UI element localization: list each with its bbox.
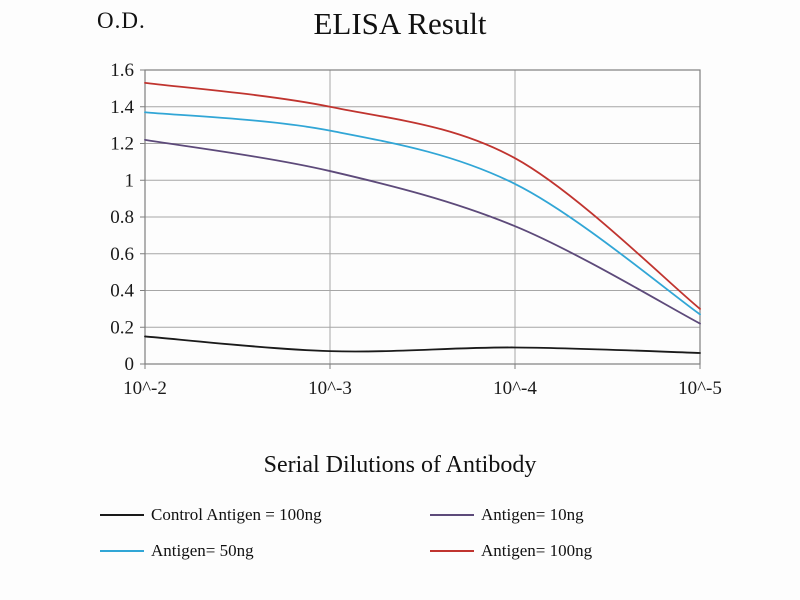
legend-label: Antigen= 100ng [481,541,593,560]
plot-border [144,69,701,365]
legend-item-antigen-10ng: Antigen= 10ng [430,505,700,525]
series-line [144,138,701,325]
legend-swatch-antigen-50ng [100,550,144,552]
legend: Control Antigen = 100ng Antigen= 10ng An… [0,505,800,561]
legend-label: Antigen= 50ng [151,541,254,560]
series-line [144,81,701,310]
legend-swatch-antigen-100ng [430,550,474,552]
series-line [144,111,701,316]
y-tick-label: 1.4 [110,97,134,118]
y-tick-label: 0.8 [110,207,134,228]
chart-header: O.D. ELISA Result [0,0,800,56]
x-tick-label: 10^-4 [493,378,537,399]
y-tick-label: 0.6 [110,244,134,265]
x-axis-title: Serial Dilutions of Antibody [263,452,537,478]
y-tick-label: 0.4 [110,281,134,302]
plot-area: 0 0.2 0.4 0.6 0.8 1 1.2 1.4 1.6 10^-2 10^-3 10^-4 10… [110,60,722,399]
x-tick-label: 10^-5 [678,378,722,399]
legend-label: Control Antigen = 100ng [151,505,322,524]
y-tick-label: 1.6 [110,60,134,81]
y-tick-label: 0.2 [110,317,134,338]
legend-item-antigen-50ng: Antigen= 50ng [100,541,430,561]
chart-title: ELISA Result [313,6,487,41]
legend-item-control-antigen: Control Antigen = 100ng [100,505,430,525]
y-tick-label: 0 [125,354,135,375]
y-tick-label: 1 [125,170,135,191]
legend-item-antigen-100ng: Antigen= 100ng [430,541,700,561]
x-tick-label: 10^-2 [123,378,167,399]
y-tick-label: 1.2 [110,134,134,155]
legend-label: Antigen= 10ng [481,505,584,524]
x-tick-label: 10^-3 [308,378,352,399]
series-line [144,335,701,354]
legend-swatch-antigen-10ng [430,514,474,516]
y-axis-title: O.D. [97,8,146,33]
legend-swatch-control-antigen [100,514,144,516]
